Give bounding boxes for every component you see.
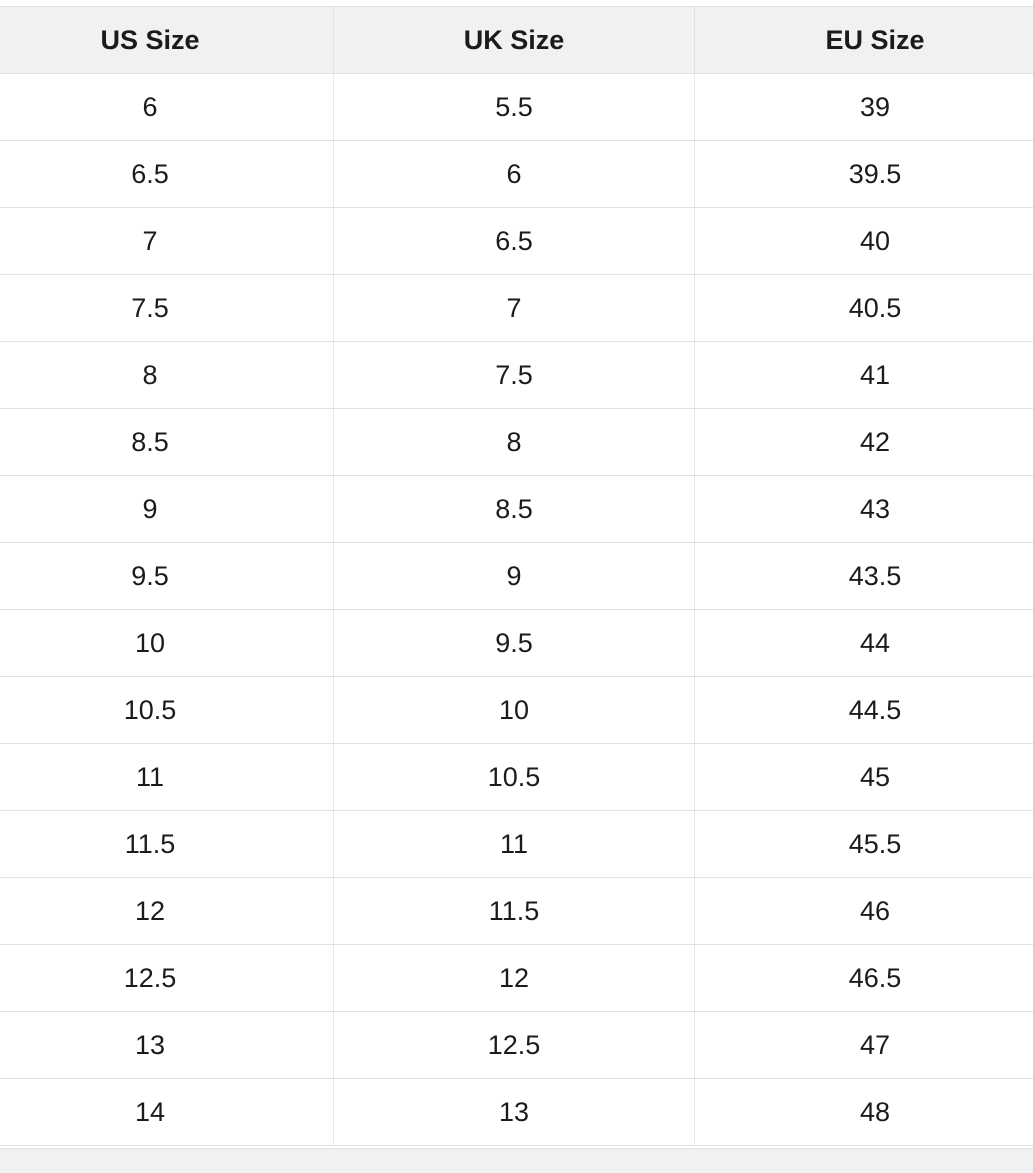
cell-eu-size: 46 [694,878,1033,944]
cell-uk-size: 5.5 [333,74,694,140]
cell-us-size: 10.5 [123,694,177,725]
table-row: 14 13 48 [0,1079,1033,1146]
table-row: 7.5 7 40.5 [0,275,1033,342]
cell-eu-size: 40.5 [694,275,1033,341]
cell-us-size: 11.5 [124,828,176,859]
cell-uk-size: 10 [333,677,694,743]
cell-uk-size: 6 [333,141,694,207]
cell-uk-size: 11 [333,811,694,877]
cell-us-size: 7 [142,225,158,256]
next-table-header-partial [0,1148,1033,1173]
table-row: 6 5.5 39 [0,74,1033,141]
cell-us-size: 10 [134,627,166,658]
cell-eu-size: 42 [694,409,1033,475]
cell-uk-size: 9 [333,543,694,609]
column-header-us-size: US Size [100,24,200,55]
table-row: 10.5 10 44.5 [0,677,1033,744]
cell-uk-size: 11.5 [333,878,694,944]
cell-uk-size: 9.5 [333,610,694,676]
cell-us-size: 14 [134,1096,166,1127]
table-row: 9.5 9 43.5 [0,543,1033,610]
table-row: 7 6.5 40 [0,208,1033,275]
cell-eu-size: 39 [694,74,1033,140]
table-row: 8 7.5 41 [0,342,1033,409]
cell-eu-size: 40 [694,208,1033,274]
cell-uk-size: 7.5 [333,342,694,408]
cell-us-size: 13 [134,1029,166,1060]
table-body: 6 5.5 39 6.5 6 39.5 7 6.5 40 7.5 7 40.5 8 7.5 41 8.5 8 42… [0,74,1033,1146]
cell-uk-size: 8 [333,409,694,475]
cell-us-size: 8 [142,359,158,390]
cell-eu-size: 39.5 [694,141,1033,207]
cell-eu-size: 45.5 [694,811,1033,877]
cell-us-size: 12 [134,895,166,926]
cell-eu-size: 47 [694,1012,1033,1078]
cell-eu-size: 45 [694,744,1033,810]
column-header-eu-size: EU Size [694,7,1033,73]
cell-us-size: 7.5 [131,292,169,323]
cell-us-size: 8.5 [131,426,169,457]
cell-uk-size: 6.5 [333,208,694,274]
table-row: 13 12.5 47 [0,1012,1033,1079]
cell-eu-size: 41 [694,342,1033,408]
cell-eu-size: 44 [694,610,1033,676]
table-header-row: US Size UK Size EU Size [0,6,1033,74]
cell-us-size: 6 [142,91,158,122]
cell-uk-size: 10.5 [333,744,694,810]
cell-uk-size: 12 [333,945,694,1011]
table-row: 10 9.5 44 [0,610,1033,677]
table-row: 11.5 11 45.5 [0,811,1033,878]
cell-us-size: 6.5 [131,158,169,189]
table-row: 9 8.5 43 [0,476,1033,543]
cell-eu-size: 43 [694,476,1033,542]
cell-us-size: 11 [135,761,165,792]
cell-us-size: 9 [142,493,158,524]
table-row: 12 11.5 46 [0,878,1033,945]
cell-uk-size: 12.5 [333,1012,694,1078]
table-row: 6.5 6 39.5 [0,141,1033,208]
cell-eu-size: 48 [694,1079,1033,1145]
cell-uk-size: 7 [333,275,694,341]
table-row: 8.5 8 42 [0,409,1033,476]
cell-eu-size: 43.5 [694,543,1033,609]
table-row: 11 10.5 45 [0,744,1033,811]
cell-us-size: 9.5 [131,560,169,591]
cell-uk-size: 8.5 [333,476,694,542]
cell-eu-size: 46.5 [694,945,1033,1011]
cell-us-size: 12.5 [123,962,177,993]
column-header-uk-size: UK Size [333,7,694,73]
cell-uk-size: 13 [333,1079,694,1145]
cell-eu-size: 44.5 [694,677,1033,743]
table-row: 12.5 12 46.5 [0,945,1033,1012]
